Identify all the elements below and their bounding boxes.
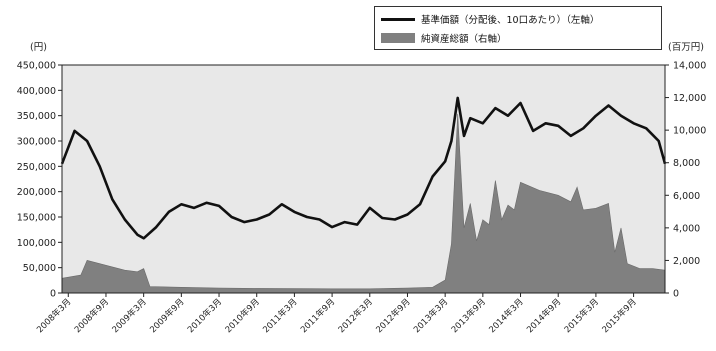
left-tick-label: 300,000 xyxy=(17,137,56,148)
left-tick-label: 200,000 xyxy=(17,187,56,198)
legend-swatch-area xyxy=(381,33,415,43)
right-tick-label: 14,000 xyxy=(673,61,706,72)
right-axis-unit: (百万円) xyxy=(668,42,704,53)
left-tick-label: 350,000 xyxy=(17,111,56,122)
series-nav-line xyxy=(60,96,667,240)
legend: 基準価額（分配後、10口あたり）（左軸） 純資産総額（右軸） xyxy=(374,6,662,50)
left-tick-label: 450,000 xyxy=(17,61,56,72)
x-tick-label: 2015年9月 xyxy=(600,296,639,335)
left-tick-label: 100,000 xyxy=(17,238,56,249)
x-tick-label: 2012年3月 xyxy=(336,296,375,335)
right-tick-label: 10,000 xyxy=(673,126,706,137)
legend-label-net-assets: 純資産総額（右軸） xyxy=(421,34,507,45)
legend-swatch-line xyxy=(381,17,415,21)
left-tick-label: 150,000 xyxy=(17,213,56,224)
legend-label-nav: 基準価額（分配後、10口あたり）（左軸） xyxy=(421,15,600,26)
series-net-assets-area xyxy=(61,113,666,294)
x-tick-label: 2013年9月 xyxy=(449,296,488,335)
left-tick-label: 0 xyxy=(50,289,56,300)
x-tick-label: 2011年9月 xyxy=(298,296,337,335)
legend-item-net-assets: 純資産総額（右軸） xyxy=(381,29,507,47)
x-tick-label: 2010年9月 xyxy=(223,296,262,335)
left-axis-unit: (円) xyxy=(30,42,47,53)
x-tick-label: 2011年3月 xyxy=(261,296,300,335)
right-tick-label: 0 xyxy=(673,289,679,300)
x-tick-label: 2008年9月 xyxy=(72,296,111,335)
right-tick-label: 2,000 xyxy=(673,256,700,267)
left-tick-label: 400,000 xyxy=(17,86,56,97)
x-tick-label: 2014年9月 xyxy=(524,296,563,335)
x-tick-label: 2009年9月 xyxy=(148,296,187,335)
right-tick-label: 4,000 xyxy=(673,223,700,234)
legend-item-nav: 基準価額（分配後、10口あたり）（左軸） xyxy=(381,10,599,28)
x-tick-label: 2012年9月 xyxy=(374,296,413,335)
x-tick-label: 2013年3月 xyxy=(411,296,450,335)
right-tick-label: 6,000 xyxy=(673,191,700,202)
x-tick-label: 2009年3月 xyxy=(110,296,149,335)
x-tick-label: 2010年3月 xyxy=(185,296,224,335)
x-tick-label: 2015年3月 xyxy=(562,296,601,335)
x-tick-label: 2008年3月 xyxy=(34,296,73,335)
right-tick-label: 12,000 xyxy=(673,93,706,104)
x-tick-label: 2014年3月 xyxy=(487,296,526,335)
left-tick-label: 50,000 xyxy=(23,263,56,274)
left-tick-label: 250,000 xyxy=(17,162,56,173)
right-tick-label: 8,000 xyxy=(673,158,700,169)
plot-frame xyxy=(61,64,666,294)
